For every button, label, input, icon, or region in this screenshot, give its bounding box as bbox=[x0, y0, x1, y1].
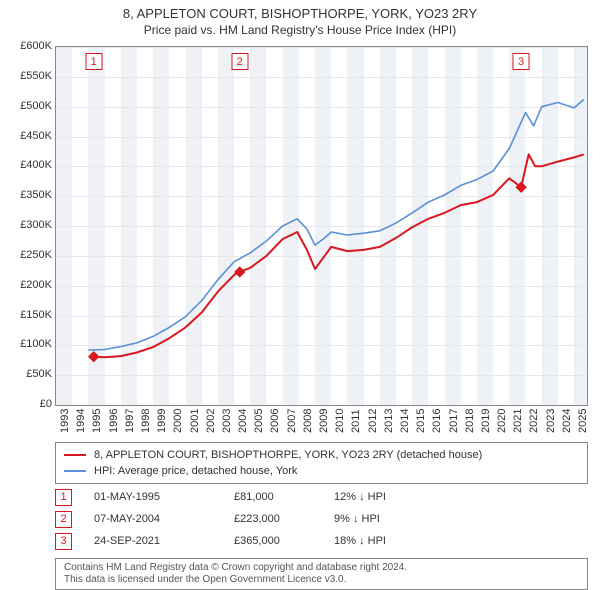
ytick-label: £150K bbox=[2, 309, 52, 321]
xtick-label: 2018 bbox=[464, 409, 476, 433]
legend-label-price: 8, APPLETON COURT, BISHOPTHORPE, YORK, Y… bbox=[94, 449, 482, 461]
sale-marker-2: 2 bbox=[55, 511, 72, 528]
series-line bbox=[88, 100, 583, 351]
chart-title: 8, APPLETON COURT, BISHOPTHORPE, YORK, Y… bbox=[0, 6, 600, 21]
ytick-label: £450K bbox=[2, 130, 52, 142]
xtick-label: 2025 bbox=[577, 409, 589, 433]
xtick-label: 2012 bbox=[367, 409, 379, 433]
sale-pct: 9% ↓ HPI bbox=[334, 513, 380, 525]
callout-box: 2 bbox=[231, 53, 248, 70]
xtick-label: 2003 bbox=[221, 409, 233, 433]
xtick-label: 1996 bbox=[108, 409, 120, 433]
xtick-label: 2004 bbox=[237, 409, 249, 433]
xtick-label: 2020 bbox=[496, 409, 508, 433]
xtick-label: 2017 bbox=[448, 409, 460, 433]
chart-lines-svg bbox=[56, 47, 587, 405]
xtick-label: 2016 bbox=[431, 409, 443, 433]
sale-price: £81,000 bbox=[234, 491, 334, 503]
sale-date: 07-MAY-2004 bbox=[94, 513, 234, 525]
xtick-label: 2009 bbox=[318, 409, 330, 433]
xtick-label: 2015 bbox=[415, 409, 427, 433]
attribution-box: Contains HM Land Registry data © Crown c… bbox=[55, 558, 588, 590]
sale-pct: 12% ↓ HPI bbox=[334, 491, 386, 503]
xtick-label: 2024 bbox=[561, 409, 573, 433]
legend-row: 8, APPLETON COURT, BISHOPTHORPE, YORK, Y… bbox=[64, 447, 579, 463]
ytick-label: £100K bbox=[2, 338, 52, 350]
ytick-label: £300K bbox=[2, 219, 52, 231]
xtick-label: 2022 bbox=[528, 409, 540, 433]
xtick-label: 2014 bbox=[399, 409, 411, 433]
xtick-label: 2010 bbox=[334, 409, 346, 433]
legend-swatch-price bbox=[64, 454, 86, 456]
sale-date: 01-MAY-1995 bbox=[94, 491, 234, 503]
ytick-label: £350K bbox=[2, 189, 52, 201]
callout-box: 1 bbox=[85, 53, 102, 70]
sale-marker-icon bbox=[235, 267, 245, 277]
xtick-label: 2013 bbox=[383, 409, 395, 433]
sale-date: 24-SEP-2021 bbox=[94, 535, 234, 547]
sale-marker-3: 3 bbox=[55, 533, 72, 550]
xtick-label: 2023 bbox=[545, 409, 557, 433]
ytick-label: £0 bbox=[2, 398, 52, 410]
xtick-label: 2011 bbox=[350, 409, 362, 433]
xtick-label: 2005 bbox=[253, 409, 265, 433]
xtick-label: 2002 bbox=[205, 409, 217, 433]
legend-box: 8, APPLETON COURT, BISHOPTHORPE, YORK, Y… bbox=[55, 442, 588, 484]
xtick-label: 1993 bbox=[59, 409, 71, 433]
xtick-label: 2007 bbox=[286, 409, 298, 433]
xtick-label: 1995 bbox=[91, 409, 103, 433]
chart-subtitle: Price paid vs. HM Land Registry's House … bbox=[0, 23, 600, 37]
legend-label-hpi: HPI: Average price, detached house, York bbox=[94, 465, 297, 477]
sale-pct: 18% ↓ HPI bbox=[334, 535, 386, 547]
attribution-line: Contains HM Land Registry data © Crown c… bbox=[64, 562, 579, 574]
sale-price: £365,000 bbox=[234, 535, 334, 547]
xtick-label: 1998 bbox=[140, 409, 152, 433]
xtick-label: 2006 bbox=[269, 409, 281, 433]
series-line bbox=[94, 154, 584, 357]
attribution-line: This data is licensed under the Open Gov… bbox=[64, 574, 579, 586]
sale-price: £223,000 bbox=[234, 513, 334, 525]
sale-marker-icon bbox=[89, 352, 99, 362]
xtick-label: 2019 bbox=[480, 409, 492, 433]
ytick-label: £500K bbox=[2, 100, 52, 112]
ytick-label: £600K bbox=[2, 40, 52, 52]
ytick-label: £50K bbox=[2, 368, 52, 380]
title-area: 8, APPLETON COURT, BISHOPTHORPE, YORK, Y… bbox=[0, 0, 600, 37]
callout-box: 3 bbox=[513, 53, 530, 70]
sale-row: 2 07-MAY-2004 £223,000 9% ↓ HPI bbox=[55, 510, 380, 528]
ytick-label: £550K bbox=[2, 70, 52, 82]
xtick-label: 2000 bbox=[172, 409, 184, 433]
ytick-label: £400K bbox=[2, 159, 52, 171]
xtick-label: 2021 bbox=[512, 409, 524, 433]
legend-swatch-hpi bbox=[64, 470, 86, 472]
xtick-label: 2001 bbox=[189, 409, 201, 433]
sale-marker-1: 1 bbox=[55, 489, 72, 506]
xtick-label: 2008 bbox=[302, 409, 314, 433]
xtick-label: 1997 bbox=[124, 409, 136, 433]
ytick-label: £250K bbox=[2, 249, 52, 261]
xtick-label: 1994 bbox=[75, 409, 87, 433]
sale-row: 1 01-MAY-1995 £81,000 12% ↓ HPI bbox=[55, 488, 386, 506]
xtick-label: 1999 bbox=[156, 409, 168, 433]
legend-row: HPI: Average price, detached house, York bbox=[64, 463, 579, 479]
ytick-label: £200K bbox=[2, 279, 52, 291]
sale-row: 3 24-SEP-2021 £365,000 18% ↓ HPI bbox=[55, 532, 386, 550]
chart-plot-area: 1993199419951996199719981999200020012002… bbox=[55, 46, 588, 406]
